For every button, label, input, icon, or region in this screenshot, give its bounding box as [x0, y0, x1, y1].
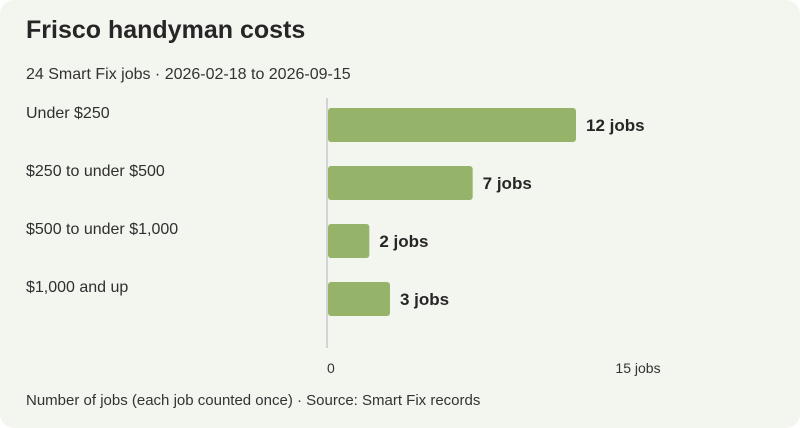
bar-value-label: 7 jobs [483, 174, 532, 193]
category-label: $1,000 and up [26, 279, 128, 296]
x-tick-label: 0 [327, 360, 335, 376]
bar [328, 282, 390, 316]
chart-title: Frisco handyman costs [26, 16, 306, 44]
chart-footer: Number of jobs (each job counted once) ·… [26, 392, 481, 409]
chart-subtitle: 24 Smart Fix jobs · 2026-02-18 to 2026-0… [26, 66, 351, 83]
bar [328, 166, 473, 200]
category-label: Under $250 [26, 105, 110, 122]
x-tick-label: 15 jobs [615, 360, 660, 376]
bar-value-label: 2 jobs [379, 232, 428, 251]
bar [328, 108, 576, 142]
category-label: $250 to under $500 [26, 163, 165, 180]
bar [328, 224, 370, 258]
bar-value-label: 12 jobs [586, 116, 645, 135]
bar-value-label: 3 jobs [400, 290, 449, 309]
category-label: $500 to under $1,000 [26, 221, 178, 238]
